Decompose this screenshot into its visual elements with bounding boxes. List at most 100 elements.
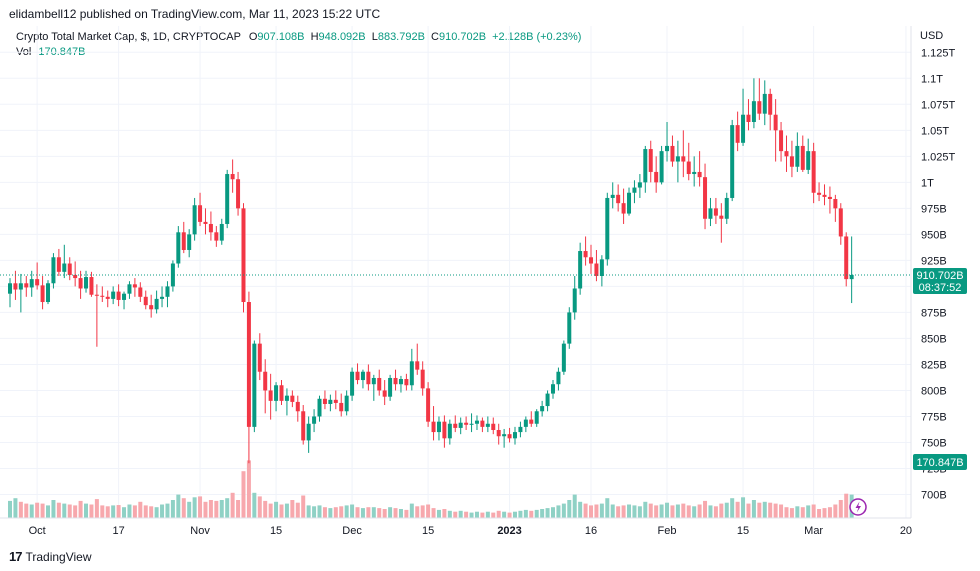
candle — [496, 423, 501, 445]
candle-body — [344, 395, 349, 412]
volume-bar — [697, 504, 702, 518]
candle — [46, 280, 51, 305]
open-value: 907.108B — [257, 31, 305, 43]
volume-bar — [686, 505, 691, 518]
candle-body — [833, 199, 838, 209]
volume-bar — [779, 504, 784, 518]
volume-bar — [469, 512, 474, 518]
candle-body — [713, 208, 718, 216]
candle — [453, 415, 458, 433]
volume-bar — [523, 509, 528, 518]
volume-bar — [143, 505, 148, 518]
y-tick-label: 975B — [921, 203, 947, 215]
candle — [659, 145, 664, 185]
candle-body — [458, 422, 463, 428]
candle-body — [485, 423, 490, 427]
volume-bar — [111, 505, 116, 518]
y-tick-label: 925B — [921, 255, 947, 267]
candle — [8, 278, 12, 308]
volume-bar — [127, 504, 132, 518]
volume-bar — [485, 511, 490, 518]
candle-body — [46, 283, 51, 303]
candle — [24, 276, 29, 297]
candle-body — [773, 114, 778, 131]
volume-bar — [496, 510, 501, 518]
candle-body — [214, 232, 219, 241]
volume-bar — [122, 507, 127, 518]
candle — [377, 369, 382, 396]
candle — [138, 282, 143, 303]
volume-bar — [773, 503, 778, 518]
volume-bar — [312, 506, 317, 518]
brand-footer[interactable]: 17 TradingView — [9, 549, 92, 564]
candle-body — [735, 125, 740, 143]
volume-bar — [464, 511, 469, 518]
candle-body — [518, 426, 523, 433]
x-tick-label: 15 — [422, 525, 434, 537]
candle-body — [616, 194, 621, 204]
candle — [122, 291, 127, 310]
candle-body — [675, 156, 680, 162]
candle-body — [436, 421, 441, 433]
candle-body — [78, 278, 83, 289]
volume-bar — [436, 509, 441, 518]
candle-body — [409, 361, 414, 386]
volume-bar — [404, 509, 409, 518]
volume-bar — [730, 498, 735, 518]
volume-bar — [138, 501, 143, 518]
last-volume-badge-bg — [913, 454, 967, 470]
candle — [18, 273, 23, 313]
volume-bar — [18, 501, 23, 518]
volume-bar — [317, 505, 322, 518]
candle-body — [599, 259, 604, 276]
symbol-label[interactable]: Crypto Total Market Cap, $, 1D, CRYPTOCA… — [16, 31, 241, 43]
candle — [583, 236, 588, 266]
candle — [13, 270, 18, 300]
volume-bar — [295, 502, 300, 518]
candle-body — [746, 114, 751, 122]
candle — [339, 393, 344, 417]
volume-bar — [176, 494, 181, 518]
candle — [127, 281, 132, 299]
volume-bar — [627, 504, 632, 518]
volume-bar — [377, 508, 382, 518]
candle — [654, 156, 659, 193]
volume-bar — [333, 507, 338, 518]
candle — [388, 374, 393, 401]
volume-bar — [24, 503, 29, 518]
last-price-badge-bg — [913, 267, 967, 294]
last-volume-badge: 170.847B — [913, 454, 967, 470]
candle — [116, 284, 121, 307]
volume-bar — [371, 507, 376, 518]
volume-bar — [388, 507, 393, 518]
candle — [827, 186, 832, 214]
candle-body — [219, 223, 224, 241]
candle-body — [360, 371, 365, 381]
volume-bar — [675, 504, 680, 518]
volume-bar — [659, 504, 664, 518]
lightning-icon[interactable] — [849, 498, 867, 516]
candle-body — [339, 402, 344, 412]
candle-body — [111, 291, 116, 299]
candle-body — [426, 388, 431, 422]
candle-body — [89, 277, 94, 295]
last-price-badge: 910.702B 08:37:52 — [913, 267, 967, 294]
candle — [143, 290, 148, 310]
candle — [800, 135, 805, 172]
candle — [757, 78, 762, 120]
candle-body — [551, 384, 555, 394]
candle — [241, 203, 246, 313]
candle — [627, 187, 632, 216]
candle — [317, 395, 322, 422]
y-tick-label: 1.05T — [921, 125, 949, 137]
candle-body — [160, 296, 165, 299]
candle-body — [621, 203, 626, 214]
volume-bar — [149, 506, 154, 518]
candle — [795, 132, 800, 172]
candle-body — [279, 385, 284, 401]
candle — [170, 260, 175, 292]
candle — [833, 194, 838, 222]
candle — [599, 255, 604, 287]
volume-bar — [789, 508, 794, 518]
